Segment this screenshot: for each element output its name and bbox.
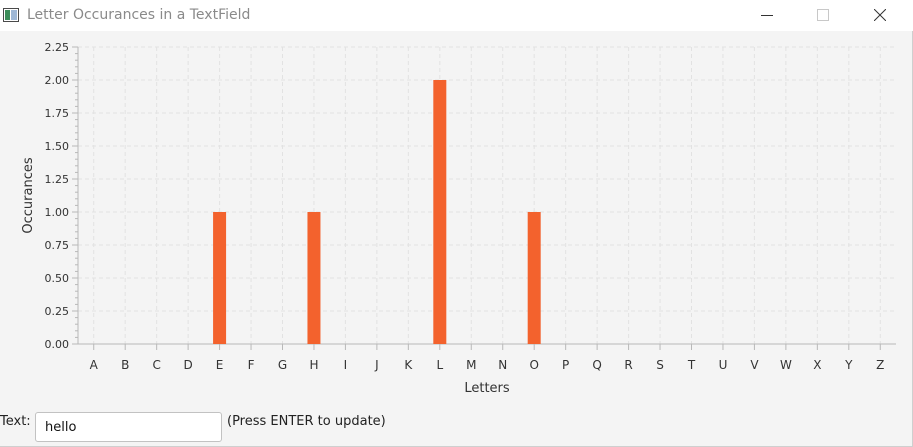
x-tick-label: X [813,358,821,372]
y-tick-label: 1.25 [45,173,70,186]
x-tick-label: O [529,358,538,372]
x-tick-label: S [656,358,664,372]
y-tick-label: 1.00 [45,206,70,219]
y-tick-label: 0.50 [45,272,70,285]
y-tick-label: 2.25 [45,41,70,54]
minimize-button[interactable] [744,0,790,31]
close-button[interactable] [857,0,903,31]
x-tick-label: D [183,358,192,372]
x-tick-label: A [90,358,99,372]
x-tick-label: Z [876,358,884,372]
x-tick-label: N [498,358,507,372]
x-tick-label: R [624,358,632,372]
x-tick-label: T [687,358,696,372]
y-axis-title: Occurances [21,157,36,233]
x-tick-label: F [248,358,255,372]
x-tick-label: E [216,358,224,372]
x-axis-title: Letters [464,381,510,396]
x-tick-label: C [152,358,160,372]
x-tick-label: Q [592,358,601,372]
y-tick-label: 1.75 [45,107,70,120]
y-tick-label: 0.00 [45,338,70,351]
x-tick-label: Y [844,358,853,372]
text-label: Text: [0,414,31,429]
x-tick-label: U [719,358,728,372]
maximize-button[interactable] [800,0,846,31]
x-tick-label: J [374,358,379,372]
bar-e [213,212,227,344]
bar-l [433,80,447,344]
x-tick-label: G [278,358,287,372]
bar-h [307,212,321,344]
x-tick-label: H [309,358,318,372]
y-tick-label: 2.00 [45,74,70,87]
window-title: Letter Occurances in a TextField [27,7,251,23]
x-tick-label: W [780,358,792,372]
x-tick-label: V [750,358,759,372]
maximize-icon [817,9,829,21]
app-icon [3,8,19,22]
y-tick-label: 0.75 [45,239,70,252]
bar-o [527,212,541,344]
text-input[interactable] [35,412,222,442]
close-icon [874,9,886,21]
title-bar: Letter Occurances in a TextField [0,0,913,31]
x-tick-label: I [344,358,348,372]
update-hint: (Press ENTER to update) [227,414,386,429]
y-tick-label: 0.25 [45,305,70,318]
bar-chart: 0.00 0.25 0.50 0.75 1.00 1.25 1.50 1.75 2.00 2.25… [21,41,896,396]
y-tick-label: 1.50 [45,140,70,153]
x-tick-label: L [436,358,443,372]
x-tick-label: M [466,358,476,372]
x-tick-label: K [404,358,413,372]
x-tick-label: P [562,358,569,372]
minimize-icon [761,15,773,16]
x-tick-label: B [121,358,129,372]
